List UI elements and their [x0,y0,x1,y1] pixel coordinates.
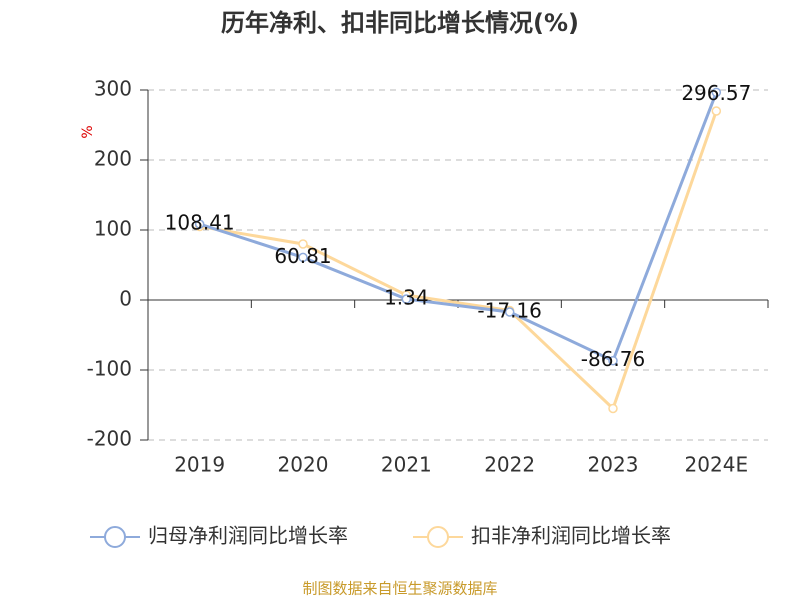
y-tick-label: 0 [119,287,132,311]
y-tick-label: 200 [94,147,132,171]
point [711,87,722,98]
y-tick-label: 300 [94,77,132,101]
source-note: 制图数据来自恒生聚源数据库 [302,580,497,598]
y-tick-label: 100 [94,217,132,241]
data-label: -86.76 [581,347,645,371]
legend-marker [427,526,449,548]
point [298,252,308,263]
data-label: 1.34 [384,286,429,310]
x-tick-label: 2024E [685,453,749,477]
point [298,239,308,249]
x-tick-label: 2019 [174,453,225,477]
data-label: 60.81 [274,244,331,268]
chart-title: 历年净利、扣非同比增长情况(%) [221,9,579,37]
y-tick-label: -100 [87,357,132,381]
point [194,219,205,229]
series-line [199,110,718,412]
data-label: -17.16 [477,299,541,323]
point [711,106,722,116]
data-label: 108.41 [165,211,235,235]
x-tick-label: 2022 [484,453,535,477]
legend-marker [104,526,126,548]
point [504,307,515,317]
x-tick-label: 2023 [588,453,639,477]
point [608,355,618,366]
y-axis-label: % [80,125,96,138]
series-line [199,91,718,363]
legend-label: 扣非净利润同比增长率 [471,524,671,548]
x-tick-label: 2021 [381,453,432,477]
point [608,403,618,414]
x-tick-label: 2020 [278,453,329,477]
data-label: 296.57 [681,81,751,105]
point [401,294,412,304]
y-tick-label: -200 [87,427,132,451]
legend-label: 归母净利润同比增长率 [148,524,348,548]
